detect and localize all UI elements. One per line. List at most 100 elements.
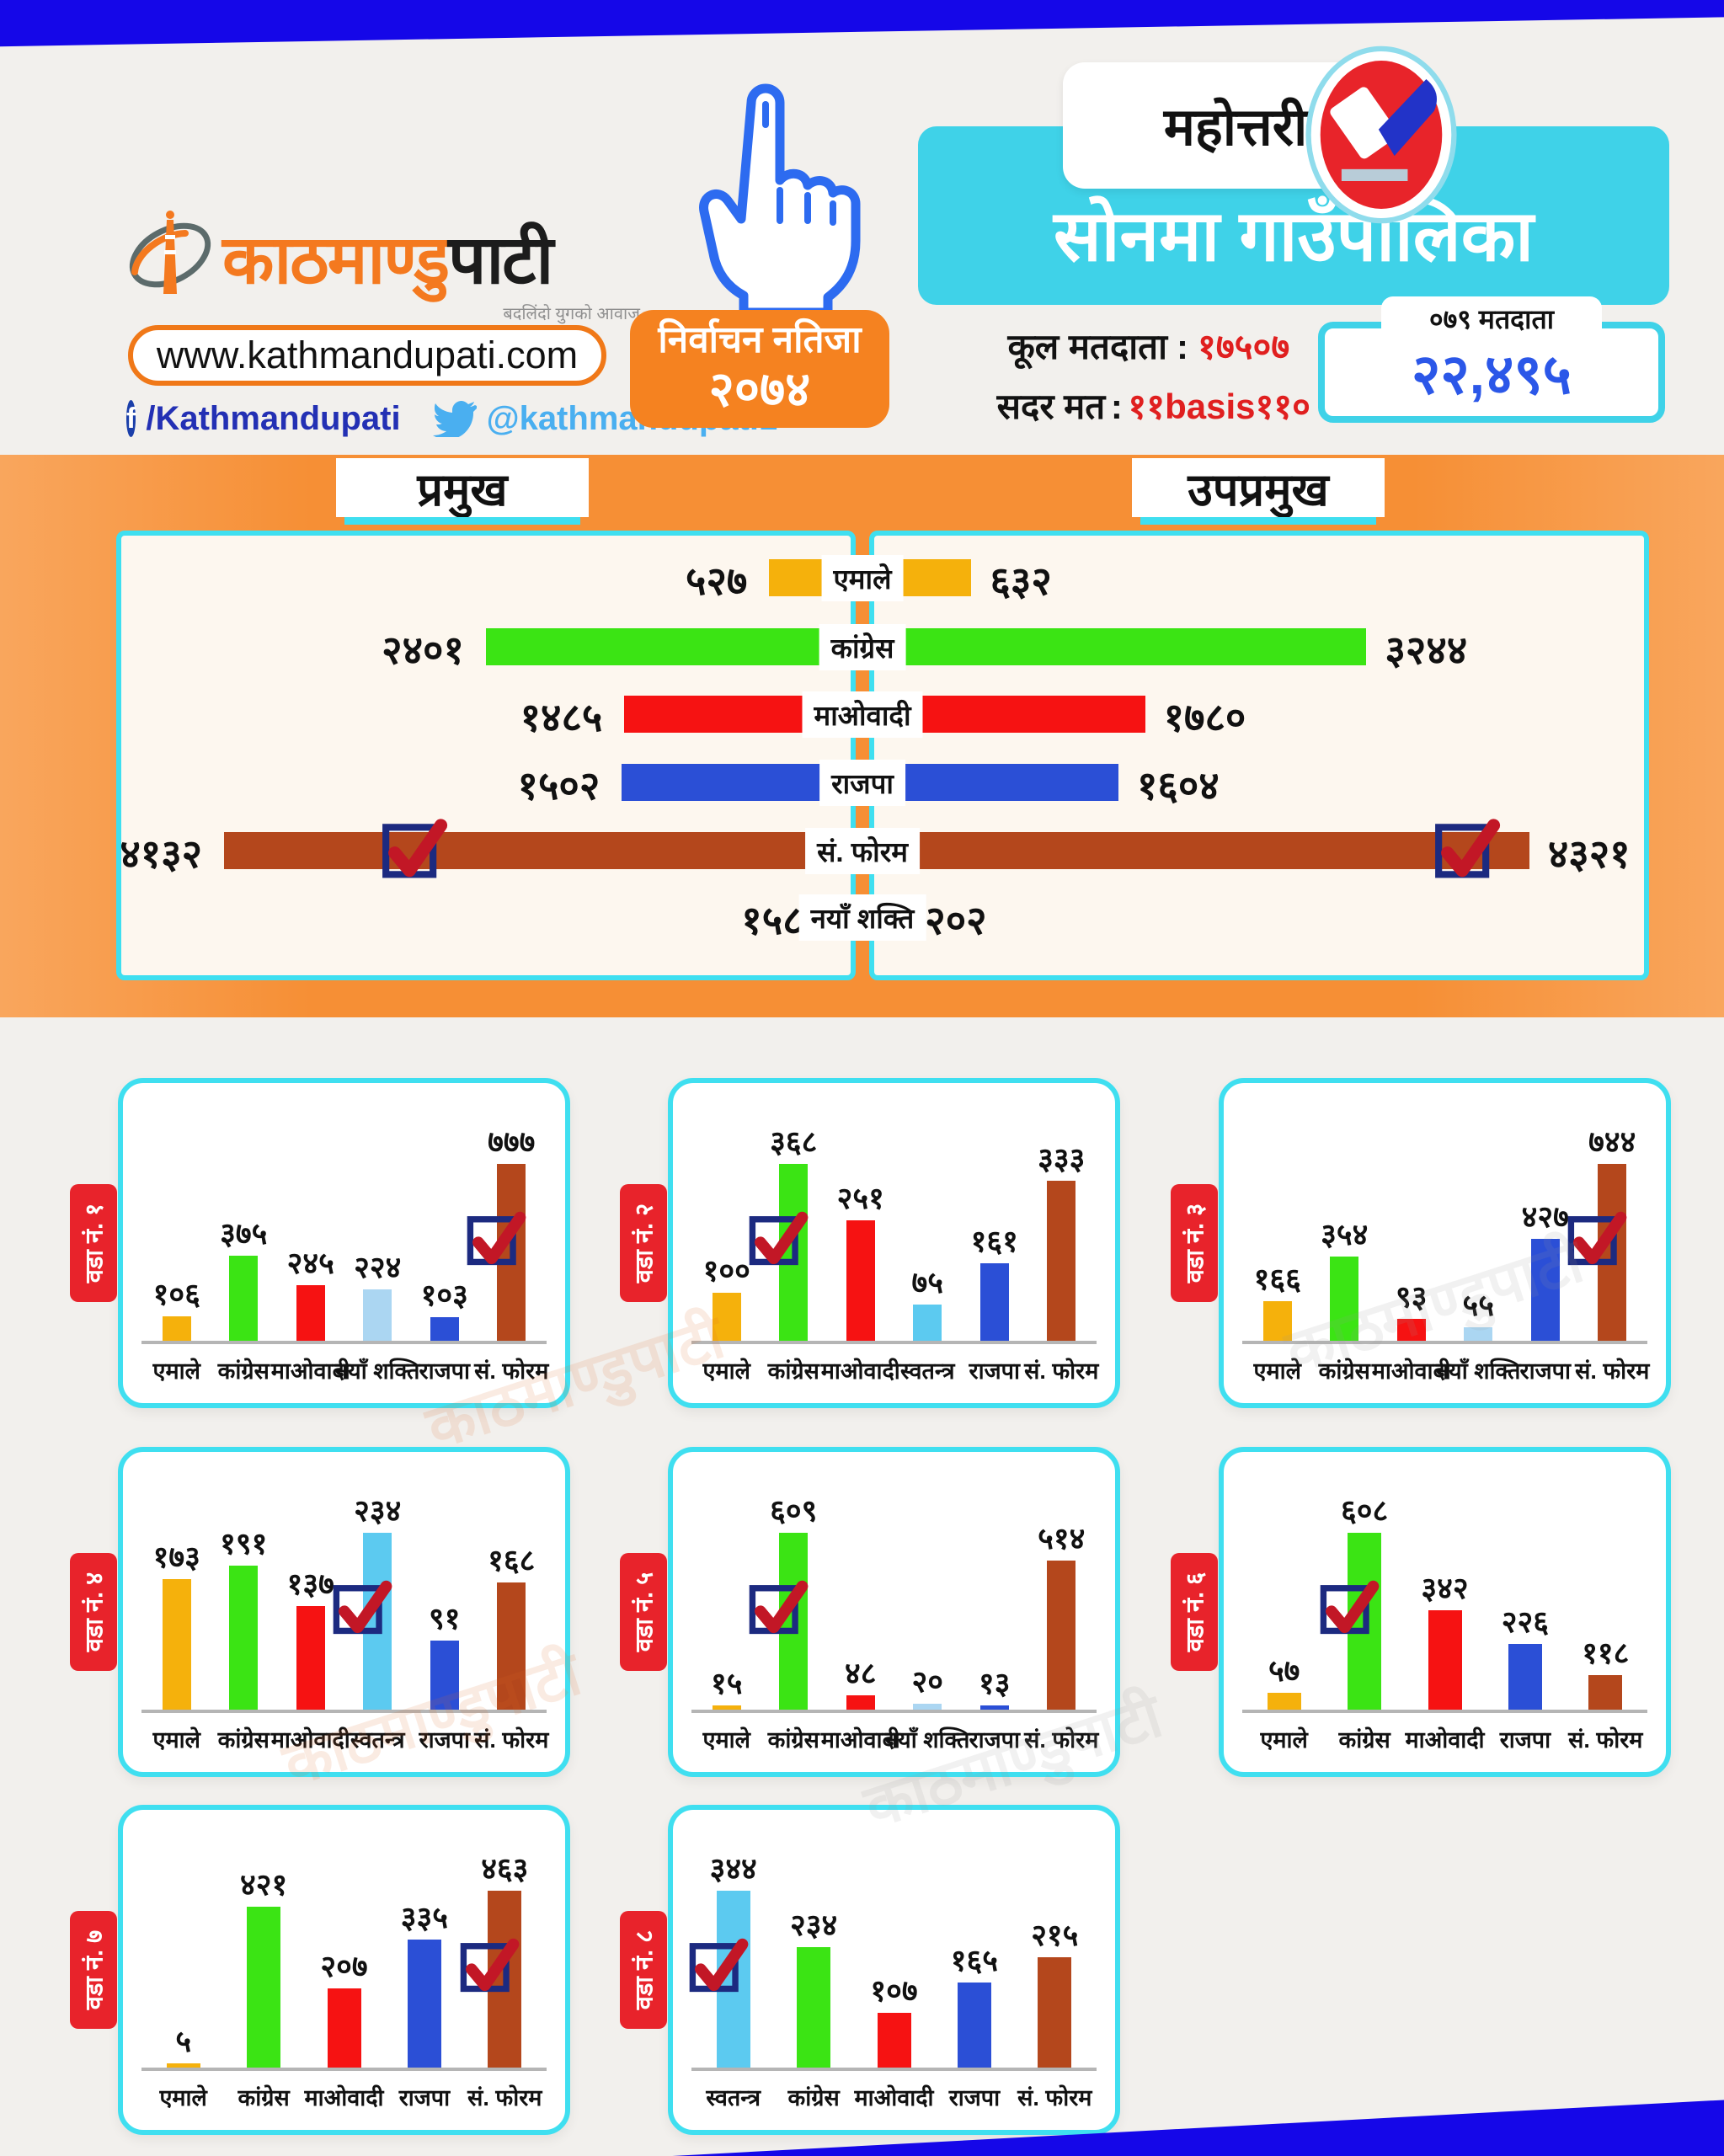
ward5-value-1: ६०९ bbox=[770, 1493, 818, 1528]
ward-label-7: वडा नं. ७ bbox=[70, 1911, 117, 2029]
ward4-bar-0 bbox=[162, 1578, 191, 1710]
ward2-category-0: एमाले bbox=[702, 1358, 750, 1384]
brand-logo-main: काठमाण्डु bbox=[222, 221, 450, 297]
summary-value-left-1: २४०१ bbox=[382, 627, 464, 672]
ward-axis-line-7 bbox=[141, 2068, 547, 2071]
ward1-value-3: २२४ bbox=[354, 1250, 402, 1285]
ward1-category-1: कांग्रेस bbox=[217, 1358, 270, 1384]
ward-axis-line-5 bbox=[691, 1710, 1097, 1713]
ward7-value-2: २०७ bbox=[320, 1949, 368, 1984]
ward5-category-0: एमाले bbox=[702, 1727, 750, 1753]
ward5-bar-3 bbox=[913, 1704, 942, 1710]
ward1-value-0: १०६ bbox=[152, 1277, 200, 1312]
ward7-bar-0 bbox=[166, 2063, 200, 2068]
ward5-value-2: ४८ bbox=[845, 1656, 877, 1691]
summary-value-right-1: ३२४४ bbox=[1385, 627, 1468, 672]
ward7-bar-1 bbox=[247, 1907, 281, 2068]
ward-label-text: वडा नं. १ bbox=[81, 1203, 109, 1283]
ward4-bar-1 bbox=[229, 1565, 259, 1710]
ward7-value-3: ३३५ bbox=[400, 1900, 448, 1935]
summary-party-label-1: कांग्रेस bbox=[819, 624, 906, 670]
ward-axis-line-6 bbox=[1242, 1710, 1647, 1713]
ward3-value-3: ५५ bbox=[1462, 1288, 1494, 1323]
ward8-value-3: १६५ bbox=[950, 1943, 998, 1978]
ward2-value-3: ७५ bbox=[911, 1265, 943, 1300]
ward3-category-5: सं. फोरम bbox=[1575, 1358, 1650, 1384]
ward-label-4: वडा नं. ४ bbox=[70, 1553, 117, 1671]
ward2-value-1: ३६८ bbox=[770, 1124, 818, 1159]
summary-value-left-4: ४१३२ bbox=[120, 831, 203, 876]
summary-value-right-5: २०२ bbox=[925, 898, 987, 942]
ward3-bar-3 bbox=[1464, 1327, 1493, 1341]
ward3-category-3: नयाँ शक्ति bbox=[1436, 1358, 1521, 1384]
ward2-category-1: कांग्रेस bbox=[767, 1358, 819, 1384]
summary-value-right-3: १६०४ bbox=[1136, 763, 1220, 808]
ward5-value-5: ५१४ bbox=[1038, 1520, 1086, 1556]
facebook-icon[interactable]: f bbox=[126, 400, 136, 437]
ward4-bar-4 bbox=[430, 1641, 459, 1710]
summary-title-mayor: प्रमुख bbox=[336, 458, 589, 517]
brand-logo-suffix: पाटी bbox=[448, 221, 553, 297]
ward6-bar-2 bbox=[1428, 1609, 1462, 1710]
summary-panel-deputy bbox=[869, 531, 1649, 980]
summary-value-right-0: ६३२ bbox=[990, 558, 1052, 603]
ward2-value-0: १०० bbox=[702, 1252, 750, 1288]
ward6-value-4: ११८ bbox=[1582, 1636, 1630, 1671]
summary-party-label-5: नयाँ शक्ति bbox=[798, 894, 926, 941]
ward5-category-1: कांग्रेस bbox=[767, 1727, 819, 1753]
valid-votes-value: ११basis११० bbox=[1128, 387, 1310, 426]
summary-party-label-2: माओवादी bbox=[802, 691, 923, 738]
ward1-category-5: सं. फोरम bbox=[474, 1358, 549, 1384]
ward3-bar-5 bbox=[1598, 1164, 1627, 1341]
summary-value-right-4: ४३२१ bbox=[1547, 831, 1631, 876]
ward8-category-1: कांग्रेस bbox=[787, 2085, 840, 2111]
ward1-value-5: ७७७ bbox=[488, 1124, 536, 1159]
ward2-bar-4 bbox=[979, 1263, 1009, 1341]
ward1-category-3: नयाँ शक्ति bbox=[335, 1358, 420, 1384]
ward6-category-4: सं. फोरम bbox=[1568, 1727, 1643, 1753]
ward1-category-4: राजपा bbox=[419, 1358, 470, 1384]
ward6-value-0: ५७ bbox=[1268, 1653, 1300, 1689]
ward5-bar-4 bbox=[979, 1705, 1009, 1710]
ward2-category-4: राजपा bbox=[969, 1358, 1020, 1384]
valid-votes-line: सदर मत : ११basis११० bbox=[915, 382, 1310, 430]
ward-label-1: वडा नं. १ bbox=[70, 1184, 117, 1302]
ward3-category-1: कांग्रेस bbox=[1318, 1358, 1370, 1384]
title-underline bbox=[1140, 517, 1376, 525]
ward4-category-0: एमाले bbox=[152, 1727, 200, 1753]
total-voters-line: कूल मतदाता : १७५०७ bbox=[915, 322, 1310, 370]
summary-value-left-2: १४८५ bbox=[520, 695, 603, 739]
website-link[interactable]: www.kathmandupati.com bbox=[128, 325, 606, 386]
facebook-handle[interactable]: /Kathmandupati bbox=[146, 399, 401, 437]
ward-panel-6 bbox=[1219, 1447, 1671, 1777]
ward4-value-0: १७३ bbox=[152, 1539, 200, 1574]
ward7-bar-2 bbox=[327, 1988, 361, 2068]
ward6-value-3: २२६ bbox=[1501, 1604, 1549, 1639]
ward1-value-2: २४५ bbox=[286, 1245, 334, 1280]
ward-label-text: वडा नं. ५ bbox=[631, 1572, 659, 1652]
ward1-bar-2 bbox=[296, 1284, 325, 1341]
summary-party-label-0: एमाले bbox=[821, 555, 904, 601]
ward7-bar-3 bbox=[407, 1940, 441, 2068]
ward4-bar-5 bbox=[497, 1582, 526, 1710]
ward-label-text: वडा नं. ८ bbox=[631, 1929, 659, 2010]
ward6-category-0: एमाले bbox=[1260, 1727, 1308, 1753]
ward2-category-3: स्वतन्त्र bbox=[899, 1358, 955, 1384]
ward8-bar-2 bbox=[877, 2012, 911, 2068]
ballot-box-icon bbox=[1301, 42, 1461, 232]
ward-panel-5 bbox=[668, 1447, 1120, 1777]
election-result-label: निर्वाचन नतिजा bbox=[658, 319, 862, 361]
ward-label-8: वडा नं. ८ bbox=[620, 1911, 667, 2029]
ward-label-text: वडा नं. ४ bbox=[81, 1572, 109, 1652]
ward3-category-0: एमाले bbox=[1253, 1358, 1301, 1384]
ward2-bar-5 bbox=[1047, 1180, 1076, 1341]
ward-label-text: वडा नं. ७ bbox=[81, 1929, 109, 2010]
ward5-value-3: २० bbox=[911, 1664, 943, 1700]
election-result-year: २०७४ bbox=[708, 361, 811, 417]
ward7-category-2: माओवादी bbox=[304, 2085, 384, 2111]
ward2-value-4: १६१ bbox=[970, 1224, 1018, 1259]
ward3-category-2: माओवादी bbox=[1371, 1358, 1451, 1384]
voter-count-badge-label: ०७९ मतदाता bbox=[1381, 296, 1602, 340]
twitter-icon[interactable] bbox=[432, 400, 477, 437]
ward4-value-1: १९१ bbox=[220, 1525, 268, 1561]
